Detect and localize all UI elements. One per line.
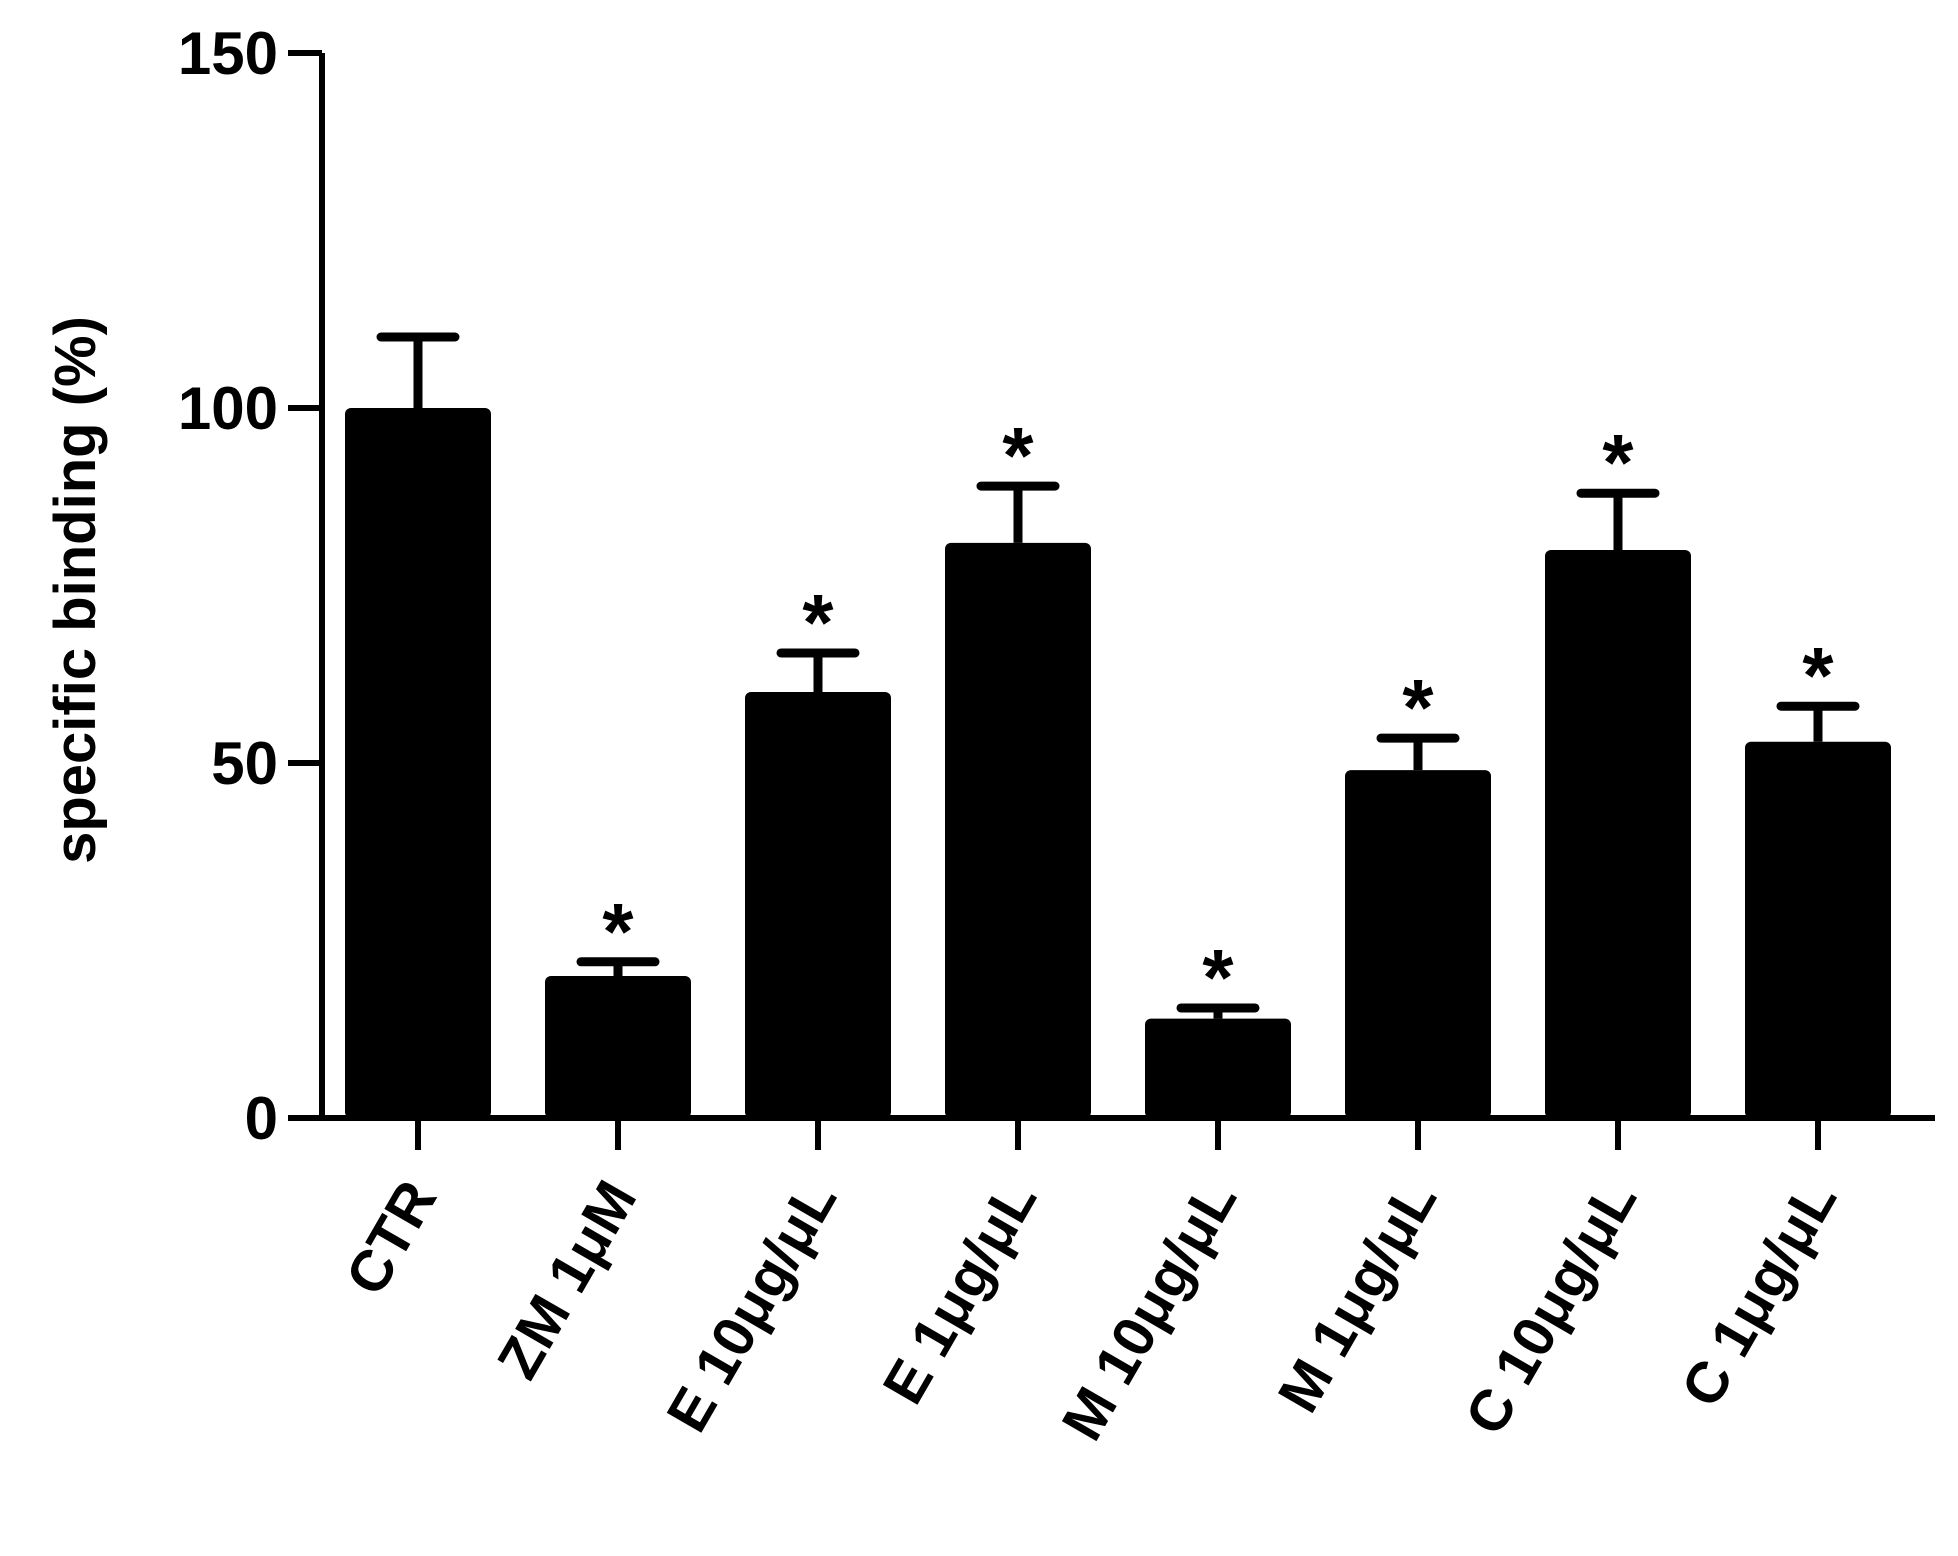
bar <box>945 542 1091 1118</box>
bar <box>545 976 691 1118</box>
y-tick-label: 150 <box>178 20 278 87</box>
bar <box>1345 770 1491 1118</box>
significance-star: * <box>1802 631 1834 720</box>
significance-star: * <box>602 887 634 976</box>
x-tick-label: CTR <box>333 1170 449 1306</box>
significance-star: * <box>1402 663 1434 752</box>
bar <box>1745 741 1891 1118</box>
bar <box>745 692 891 1118</box>
x-tick-label: E 10μg/μL <box>654 1170 849 1443</box>
y-tick-label: 0 <box>245 1085 278 1152</box>
x-tick-label: M 10μg/μL <box>1050 1170 1250 1451</box>
x-tick-label: M 1μg/μL <box>1266 1170 1450 1423</box>
significance-star: * <box>1602 418 1634 507</box>
bar <box>345 408 491 1118</box>
x-tick-label: E 1μg/μL <box>870 1170 1049 1415</box>
bar <box>1545 550 1691 1118</box>
significance-star: * <box>802 578 834 667</box>
bars: * * * * * * * <box>345 332 1891 1118</box>
y-tick-label: 50 <box>211 730 278 797</box>
significance-star: * <box>1202 933 1234 1022</box>
y-tick-label: 100 <box>178 375 278 442</box>
significance-star: * <box>1002 411 1034 500</box>
x-tick-label: ZM 1μM <box>485 1170 649 1389</box>
y-axis: 0 50 100 150 <box>178 20 325 1152</box>
x-tick-label: C 1μg/μL <box>1669 1170 1849 1417</box>
y-axis-label: specific binding (%) <box>43 316 108 864</box>
bar <box>1145 1018 1291 1118</box>
x-tick-label: C 10μg/μL <box>1453 1170 1650 1445</box>
x-axis: CTR ZM 1μM E 10μg/μL E 1μg/μL M 10μg/μL M 1μg… <box>288 1115 1935 1451</box>
